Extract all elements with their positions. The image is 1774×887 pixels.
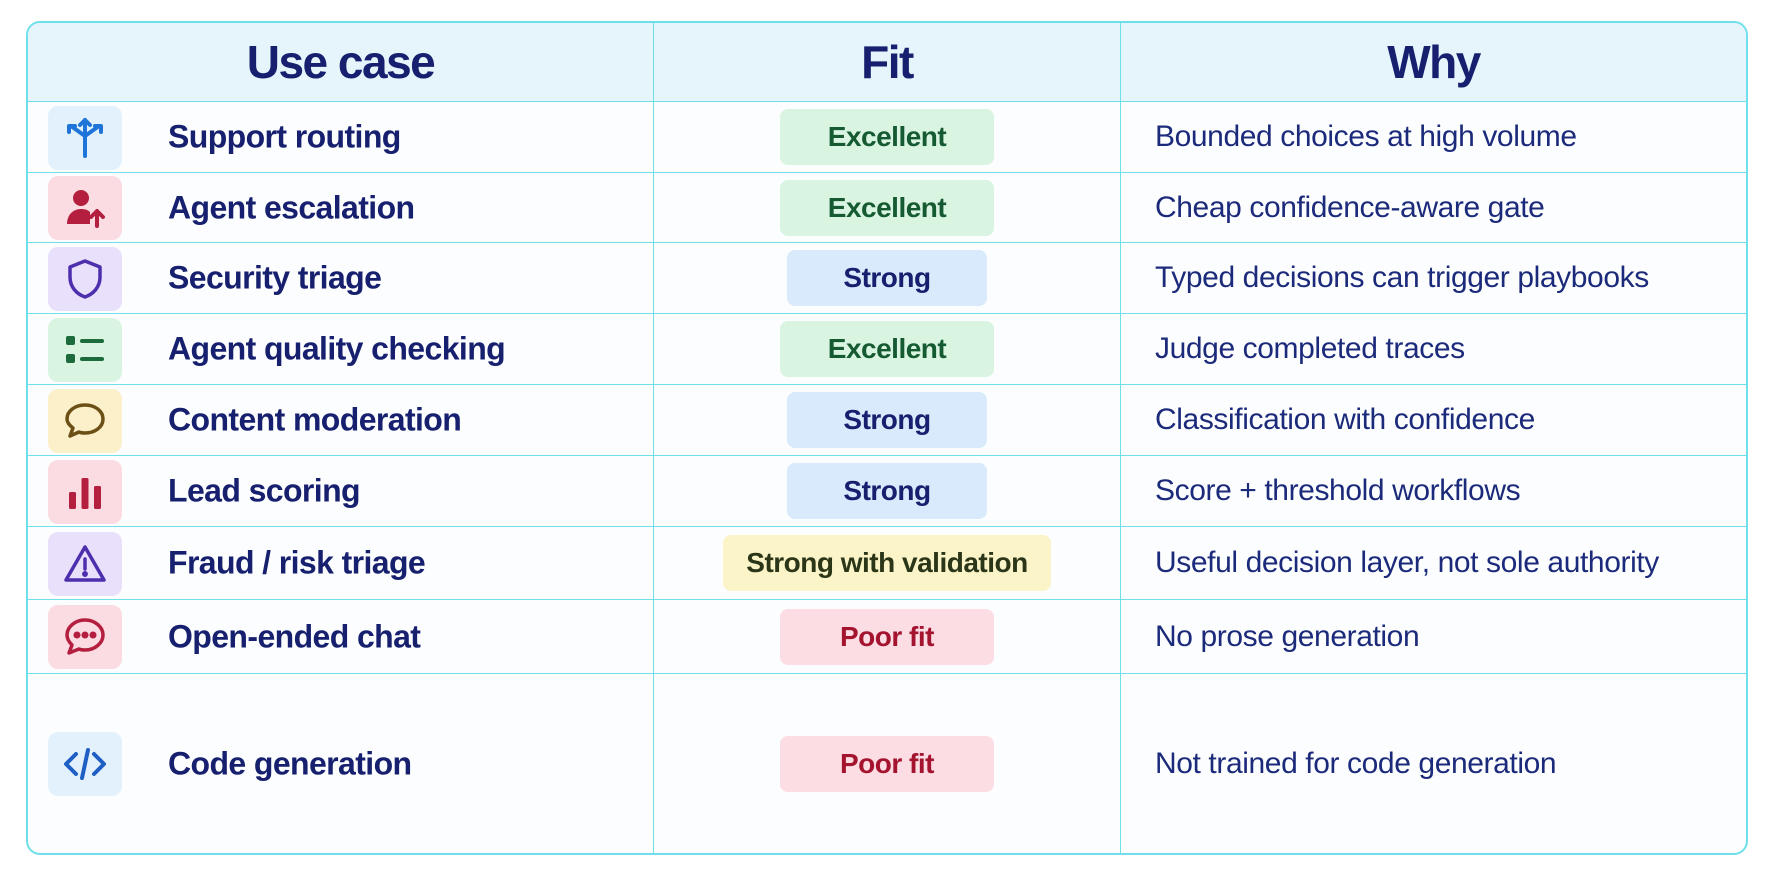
use-case-table: Use case Fit Why Support routing Excellen… — [26, 21, 1748, 855]
use-case-label: Support routing — [168, 118, 401, 155]
why-text: Bounded choices at high volume — [1155, 120, 1577, 153]
use-case-cell: Support routing — [28, 102, 654, 172]
fit-badge: Poor fit — [780, 735, 994, 792]
checklist-icon — [48, 318, 122, 382]
code-brackets-icon — [48, 732, 122, 796]
use-case-label: Security triage — [168, 259, 382, 296]
table-header: Use case Fit Why — [28, 23, 1746, 101]
why-cell: Cheap confidence-aware gate — [1121, 173, 1746, 242]
fit-badge: Strong with validation — [723, 535, 1051, 591]
chat-dots-icon — [48, 605, 122, 669]
split-arrows-icon — [48, 106, 122, 170]
use-case-cell: Fraud / risk triage — [28, 527, 654, 599]
use-case-cell: Agent quality checking — [28, 314, 654, 384]
use-case-cell: Lead scoring — [28, 456, 654, 526]
table-row: Security triage Strong Typed decisions can… — [28, 242, 1746, 313]
fit-cell: Poor fit — [654, 674, 1121, 853]
why-text: Useful decision layer, not sole authorit… — [1155, 546, 1659, 579]
fit-badge: Strong — [787, 463, 987, 519]
use-case-label: Code generation — [168, 745, 412, 781]
table-row: Fraud / risk triage Strong with validatio… — [28, 526, 1746, 599]
table-row: Open-ended chat Poor fit No prose generati… — [28, 599, 1746, 673]
use-case-cell: Code generation — [28, 674, 654, 853]
fit-cell: Strong — [654, 456, 1121, 526]
table-row: Lead scoring Strong Score + threshold work… — [28, 455, 1746, 526]
header-use-case: Use case — [28, 23, 654, 101]
fit-badge: Strong — [787, 250, 987, 306]
fit-cell: Poor fit — [654, 600, 1121, 673]
use-case-label: Lead scoring — [168, 472, 361, 509]
header-fit: Fit — [654, 23, 1121, 101]
why-text: Score + threshold workflows — [1155, 474, 1521, 507]
table-row: Content moderation Strong Classification w… — [28, 384, 1746, 455]
use-case-label: Open-ended chat — [168, 618, 421, 654]
table-row: Agent escalation Excellent Cheap confidenc… — [28, 172, 1746, 242]
why-cell: Judge completed traces — [1121, 314, 1746, 384]
why-cell: Typed decisions can trigger playbooks — [1121, 243, 1746, 313]
why-cell: Classification with confidence — [1121, 385, 1746, 455]
use-case-label: Agent escalation — [168, 189, 415, 225]
why-text: Judge completed traces — [1155, 332, 1465, 365]
why-text: Not trained for code generation — [1155, 746, 1557, 780]
why-text: Typed decisions can trigger playbooks — [1155, 261, 1649, 294]
why-cell: Useful decision layer, not sole authorit… — [1121, 527, 1746, 599]
why-cell: No prose generation — [1121, 600, 1746, 673]
use-case-label: Content moderation — [168, 401, 462, 438]
table-row: Support routing Excellent Bounded choices … — [28, 101, 1746, 172]
fit-cell: Strong with validation — [654, 527, 1121, 599]
why-cell: Not trained for code generation — [1121, 674, 1746, 853]
fit-badge: Poor fit — [780, 608, 994, 665]
bar-chart-icon — [48, 460, 122, 524]
use-case-label: Agent quality checking — [168, 330, 506, 367]
fit-cell: Excellent — [654, 102, 1121, 172]
fit-badge: Strong — [787, 392, 987, 448]
why-text: No prose generation — [1155, 619, 1420, 653]
warning-triangle-icon — [48, 532, 122, 596]
use-case-cell: Security triage — [28, 243, 654, 313]
fit-badge: Excellent — [780, 179, 994, 236]
fit-badge: Excellent — [780, 321, 994, 377]
why-cell: Bounded choices at high volume — [1121, 102, 1746, 172]
table-row: Code generation Poor fit Not trained for c… — [28, 673, 1746, 853]
table-row: Agent quality checking Excellent Judge com… — [28, 313, 1746, 384]
speech-bubble-icon — [48, 389, 122, 453]
why-cell: Score + threshold workflows — [1121, 456, 1746, 526]
header-use-case-label: Use case — [246, 36, 436, 88]
fit-cell: Strong — [654, 385, 1121, 455]
use-case-cell: Open-ended chat — [28, 600, 654, 673]
shield-icon — [48, 247, 122, 311]
header-why: Why — [1121, 23, 1746, 101]
use-case-cell: Agent escalation — [28, 173, 654, 242]
header-why-label: Why — [1387, 36, 1481, 88]
use-case-label: Fraud / risk triage — [168, 544, 426, 581]
fit-cell: Strong — [654, 243, 1121, 313]
fit-cell: Excellent — [654, 314, 1121, 384]
why-text: Classification with confidence — [1155, 403, 1535, 436]
use-case-cell: Content moderation — [28, 385, 654, 455]
user-escalate-icon — [48, 176, 122, 240]
fit-badge: Excellent — [780, 109, 994, 165]
fit-cell: Excellent — [654, 173, 1121, 242]
why-text: Cheap confidence-aware gate — [1155, 190, 1545, 224]
header-fit-label: Fit — [861, 36, 914, 88]
